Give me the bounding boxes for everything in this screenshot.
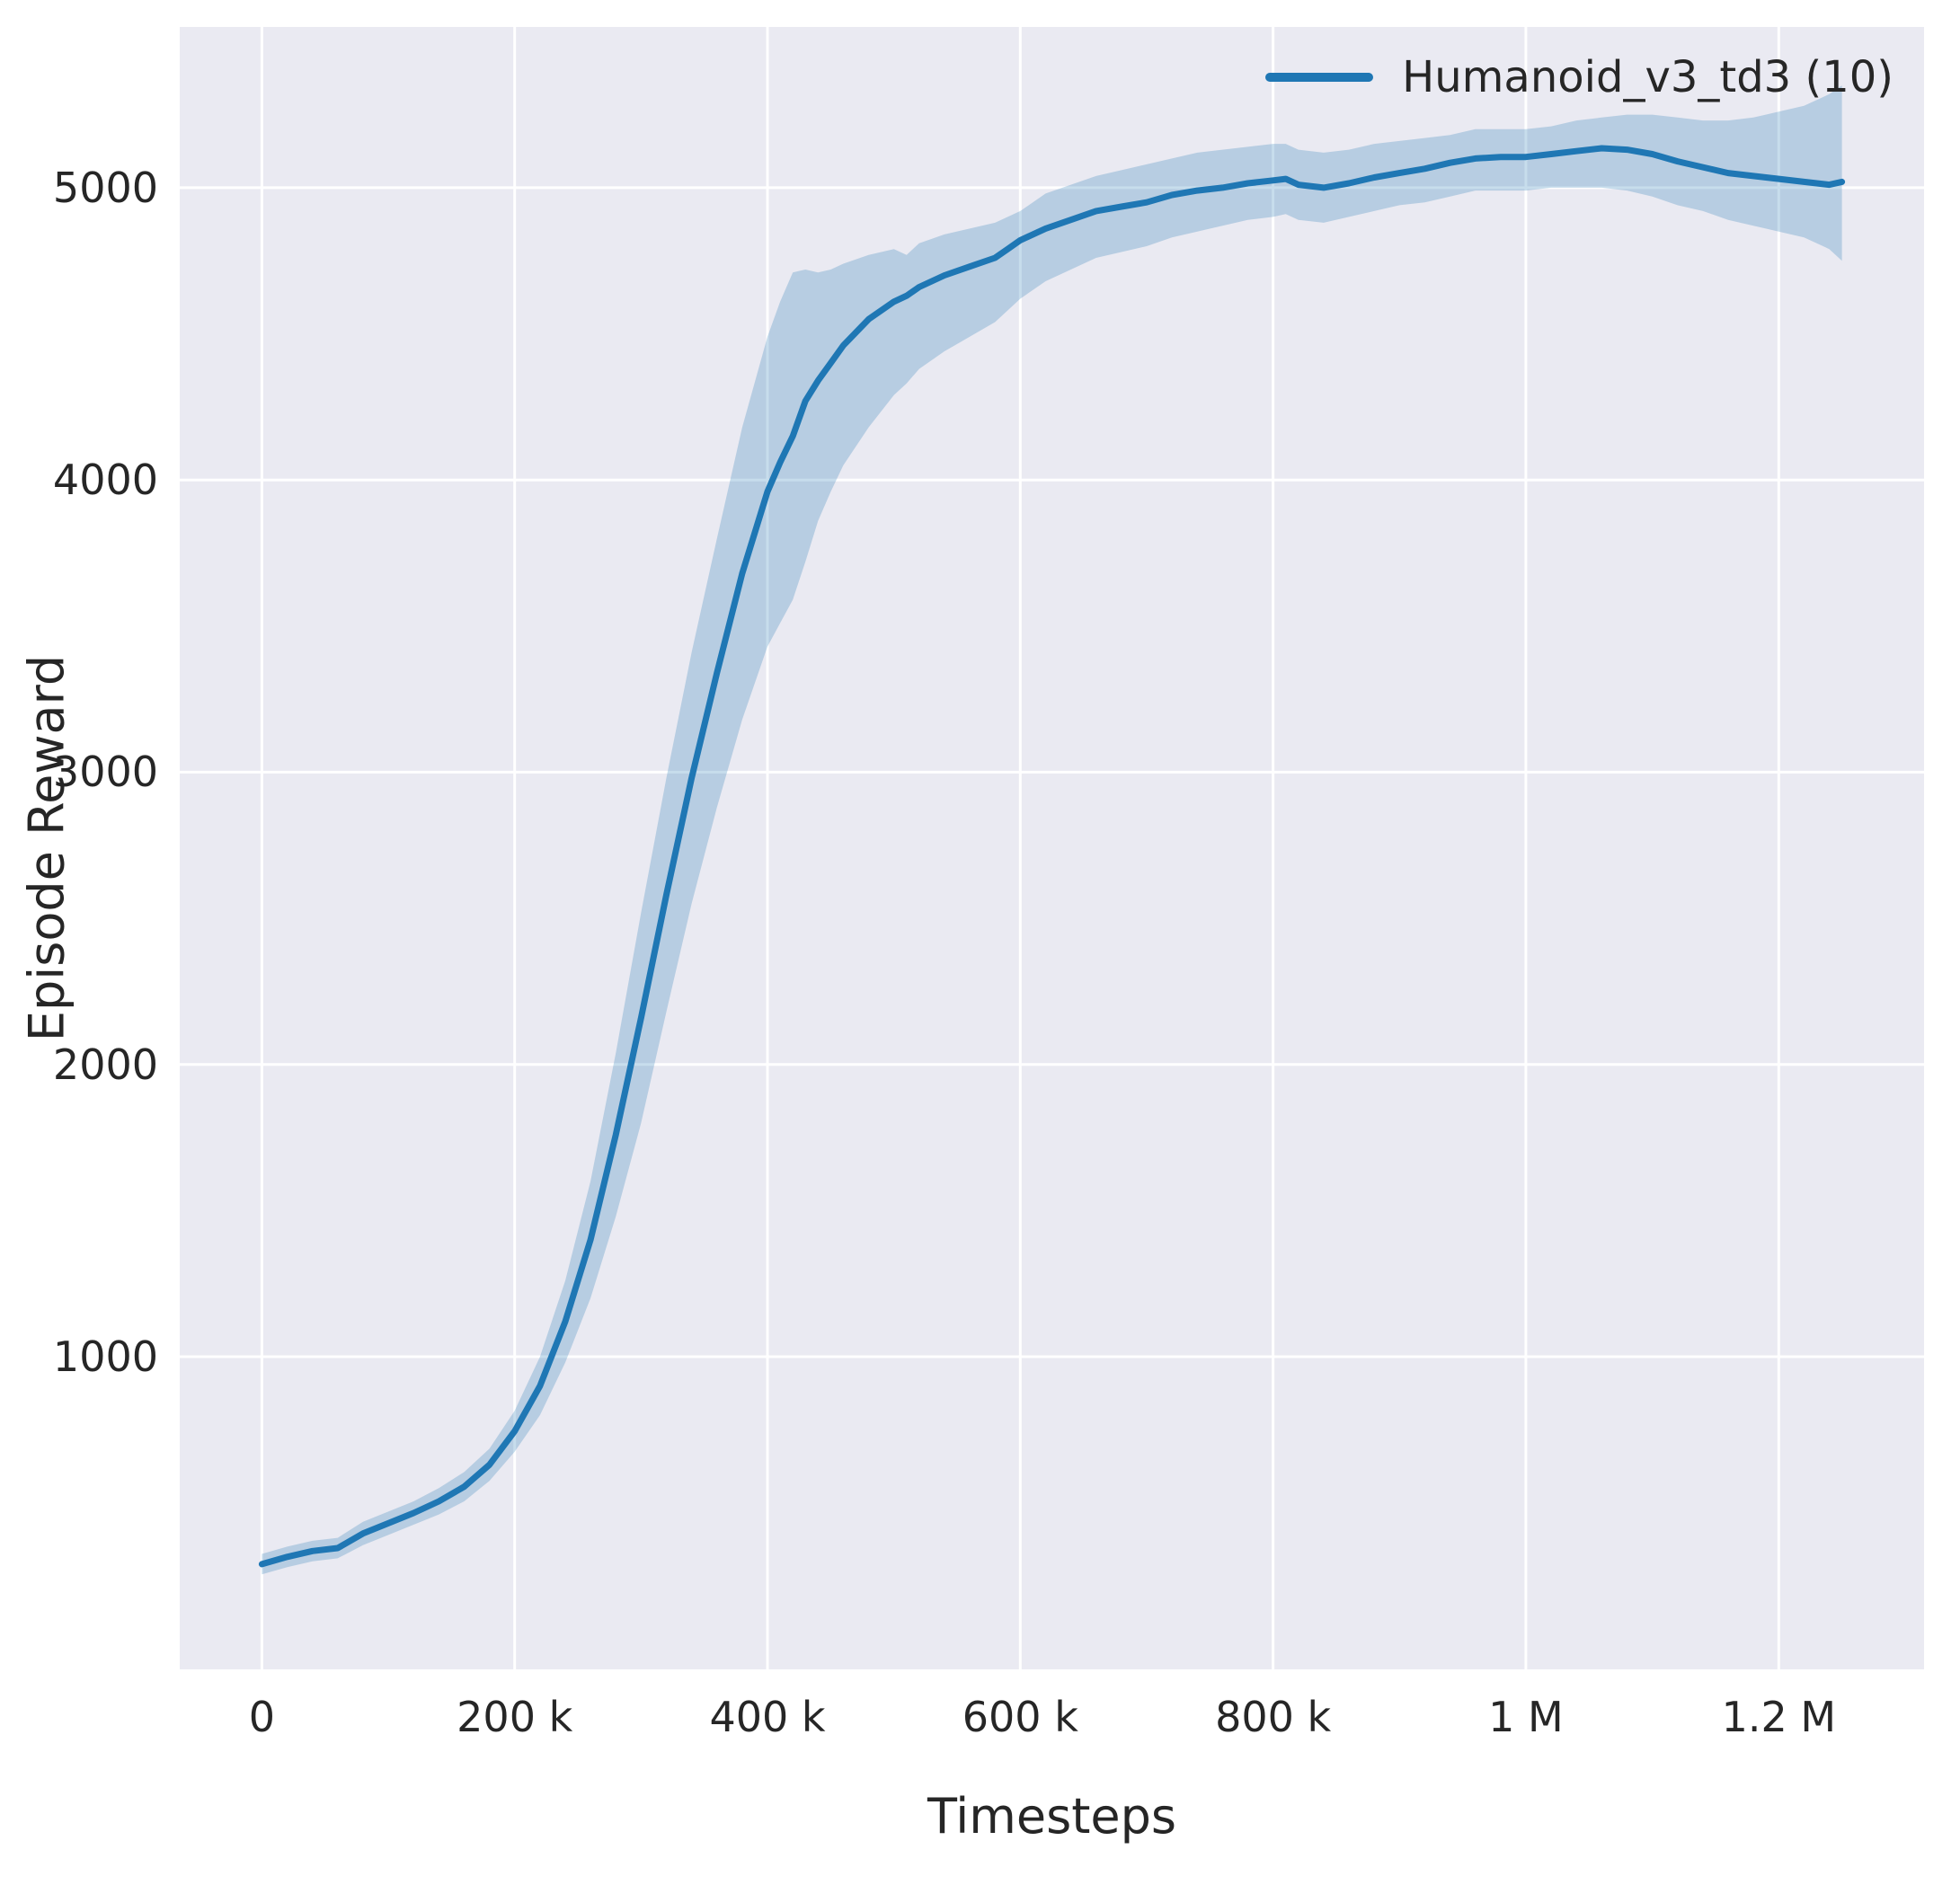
x-tick-label: 200 k <box>457 1693 573 1741</box>
y-tick-label: 2000 <box>52 1040 158 1089</box>
y-axis-label: Episode Reward <box>18 654 75 1042</box>
y-tick-label: 4000 <box>52 456 158 505</box>
x-tick-label: 1.2 M <box>1721 1693 1837 1741</box>
legend-line-swatch <box>1265 73 1374 82</box>
y-tick-label: 1000 <box>52 1332 158 1381</box>
legend: Humanoid_v3_td3 (10) <box>1265 52 1893 102</box>
x-tick-label: 0 <box>248 1693 276 1741</box>
x-tick-label: 600 k <box>962 1693 1078 1741</box>
x-tick-label: 1 M <box>1488 1693 1564 1741</box>
legend-label: Humanoid_v3_td3 (10) <box>1402 52 1893 102</box>
x-tick-label: 800 k <box>1215 1693 1332 1741</box>
x-tick-label: 400 k <box>709 1693 826 1741</box>
y-tick-label: 5000 <box>52 163 158 212</box>
x-axis-label: Timesteps <box>927 1788 1177 1845</box>
y-tick-label: 3000 <box>52 748 158 797</box>
